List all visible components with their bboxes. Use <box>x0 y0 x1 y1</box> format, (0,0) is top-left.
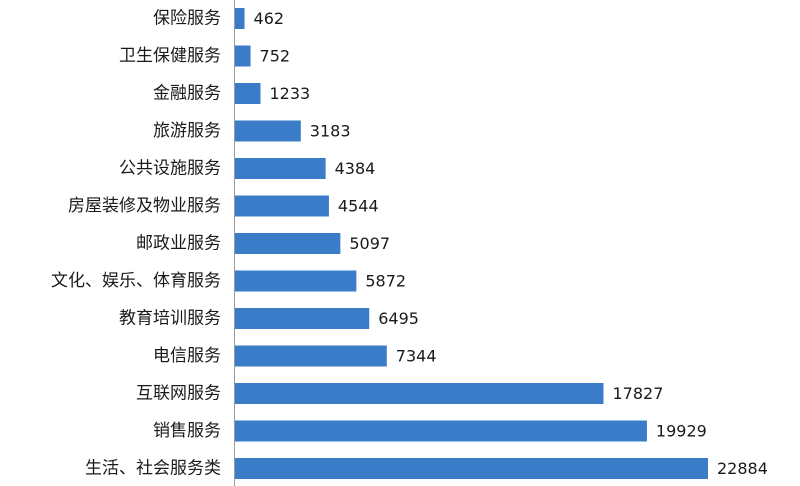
category-label-0: 保险服务 <box>153 9 221 29</box>
category-label-9: 电信服务 <box>153 346 221 366</box>
bar-7 <box>235 270 357 292</box>
category-labels-group: 保险服务卫生保健服务金融服务旅游服务公共设施服务房屋装修及物业服务邮政业服务文化… <box>51 9 221 479</box>
value-label-3: 3183 <box>310 122 351 141</box>
value-label-11: 19929 <box>656 422 707 441</box>
category-label-1: 卫生保健服务 <box>119 46 221 66</box>
category-label-8: 教育培训服务 <box>119 309 221 329</box>
bar-10 <box>235 383 604 404</box>
value-label-12: 22884 <box>717 459 768 478</box>
value-label-6: 5097 <box>349 234 390 253</box>
value-label-5: 4544 <box>338 197 379 216</box>
value-label-1: 752 <box>260 47 291 66</box>
value-label-10: 17827 <box>612 384 663 403</box>
category-label-5: 房屋装修及物业服务 <box>68 196 221 216</box>
category-label-12: 生活、社会服务类 <box>85 459 221 479</box>
bar-1 <box>235 45 251 67</box>
category-label-10: 互联网服务 <box>136 384 221 404</box>
bar-6 <box>235 233 341 254</box>
bar-3 <box>235 120 301 142</box>
bar-5 <box>235 195 329 217</box>
bars-group <box>235 8 708 479</box>
category-label-11: 销售服务 <box>153 421 221 441</box>
bar-9 <box>235 345 387 367</box>
bar-12 <box>235 458 708 479</box>
category-label-7: 文化、娱乐、体育服务 <box>51 271 221 291</box>
bar-8 <box>235 308 370 329</box>
bar-0 <box>235 8 245 29</box>
value-label-0: 462 <box>254 9 285 28</box>
bar-4 <box>235 158 326 179</box>
value-label-7: 5872 <box>365 272 406 291</box>
value-label-9: 7344 <box>396 347 437 366</box>
category-label-6: 邮政业服务 <box>136 234 221 254</box>
category-label-3: 旅游服务 <box>153 121 221 141</box>
bar-2 <box>235 83 261 104</box>
bar-11 <box>235 420 647 442</box>
value-label-2: 1233 <box>269 84 310 103</box>
value-label-8: 6495 <box>378 309 419 328</box>
category-label-4: 公共设施服务 <box>119 159 221 179</box>
category-label-2: 金融服务 <box>153 84 221 104</box>
value-label-4: 4384 <box>335 159 376 178</box>
